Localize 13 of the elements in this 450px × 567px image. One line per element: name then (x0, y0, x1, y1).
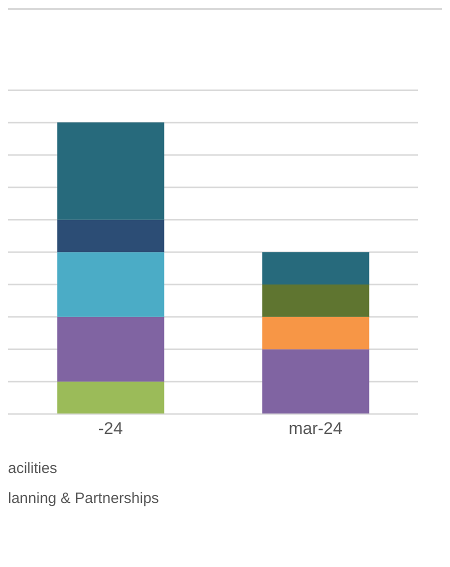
x-tick-label: mar-24 (288, 419, 342, 438)
bar (57, 316, 164, 382)
bar (57, 382, 164, 414)
bar (57, 252, 164, 317)
bar (262, 316, 370, 350)
bar (262, 252, 370, 285)
x-tick-label: -24 (98, 419, 123, 438)
bar (262, 284, 370, 317)
bar (57, 220, 164, 252)
text: lanning & Partnerships (8, 489, 160, 509)
bar (262, 349, 370, 414)
text: acilities (8, 459, 58, 479)
bar (57, 122, 164, 220)
